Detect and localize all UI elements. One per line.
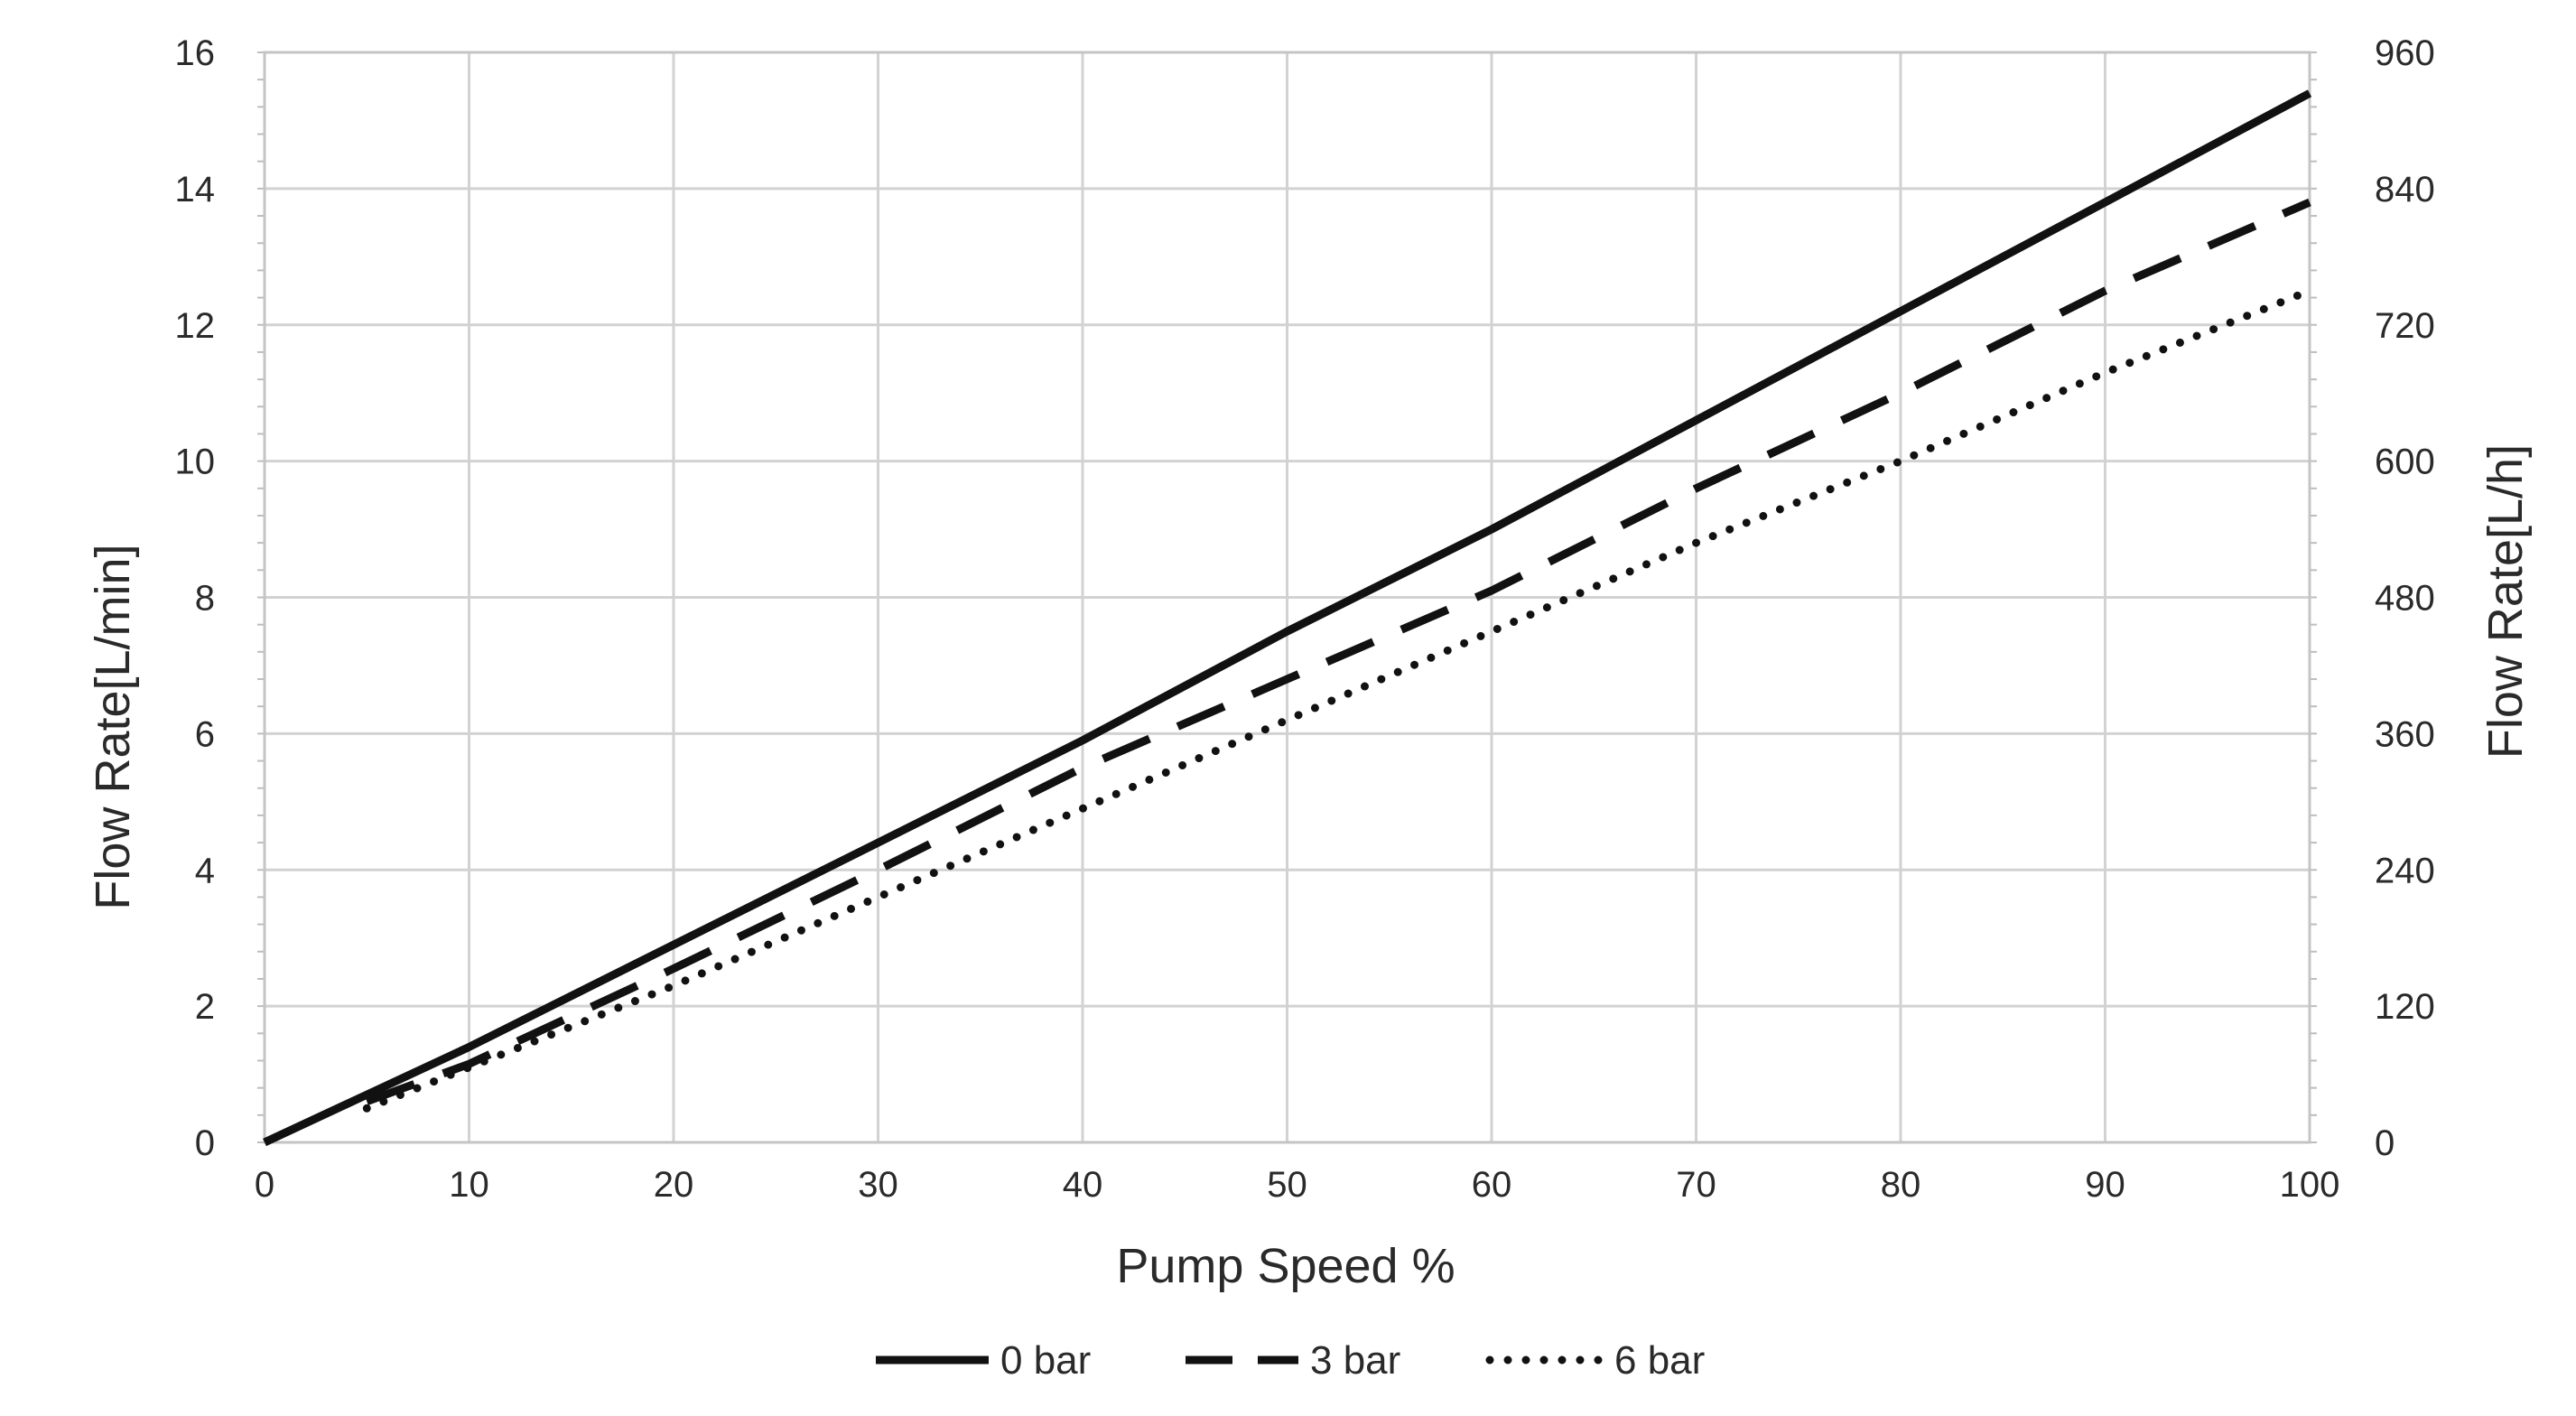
x-tick-label: 50 [1267,1165,1307,1205]
tick-labels: 0 10 20 30 40 50 60 70 80 90 100 0 2 4 6 8 10 12 14 16 0 120 2… [175,33,2435,1205]
x-tick-label: 90 [2085,1165,2125,1205]
y-tick-label: 0 [195,1123,215,1163]
y-tick-label: 14 [175,170,216,210]
series-lines [263,89,2314,1147]
legend-label: 6 bar [1614,1338,1705,1383]
x-tick-label: 80 [1881,1165,1921,1205]
y2-tick-label: 960 [2375,33,2435,73]
x-axis-title: Pump Speed % [1116,1239,1455,1293]
y-tick-label: 8 [195,579,215,619]
x-tick-label: 10 [449,1165,489,1205]
legend-label: 3 bar [1310,1338,1400,1383]
y-tick-label: 6 [195,714,215,754]
y-tick-label: 16 [175,33,216,73]
x-tick-label: 20 [654,1165,694,1205]
y2-tick-label: 240 [2375,851,2435,890]
y-tick-label: 12 [175,306,216,346]
y2-axis-title: Flow Rate[L/h] [2478,444,2533,759]
series-line-6-bar [362,286,2314,1113]
y2-tick-label: 360 [2375,714,2435,754]
legend: 0 bar 3 bar 6 bar [876,1338,1705,1383]
x-tick-label: 40 [1063,1165,1103,1205]
series-line-3-bar [365,198,2311,1105]
y-tick-label: 4 [195,851,215,890]
grid [263,51,2311,1144]
series-line-0-bar [263,89,2312,1147]
y2-tick-label: 0 [2375,1123,2395,1163]
x-tick-label: 30 [858,1165,898,1205]
y-axis-title: Flow Rate[L/min] [86,544,140,909]
y2-tick-label: 600 [2375,442,2435,482]
y2-tick-label: 840 [2375,170,2435,210]
y-tick-label: 2 [195,987,215,1027]
y-tick-label: 10 [175,442,216,482]
y2-tick-label: 120 [2375,987,2435,1027]
y2-tick-label: 480 [2375,579,2435,619]
legend-label: 0 bar [1000,1338,1091,1383]
x-tick-label: 60 [1472,1165,1512,1205]
x-tick-label: 70 [1676,1165,1716,1205]
axes [257,51,2317,1144]
x-tick-label: 100 [2280,1165,2340,1205]
y2-tick-label: 720 [2375,306,2435,346]
plot-frame [263,51,2311,1144]
x-tick-label: 0 [255,1165,274,1205]
